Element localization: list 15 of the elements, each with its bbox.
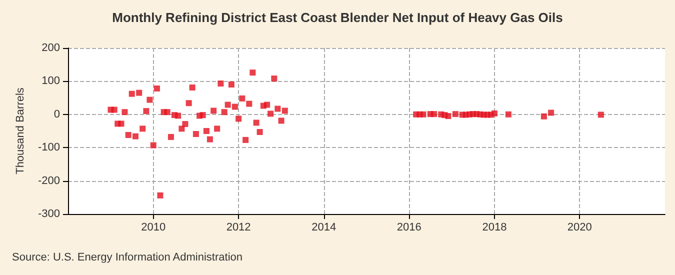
x-tick-label: 2018 — [482, 222, 507, 234]
source-note: Source: U.S. Energy Information Administration — [12, 252, 242, 264]
x-tick-label: 2010 — [141, 222, 166, 234]
y-tick-label: -100 — [38, 142, 60, 154]
y-tick-label: -300 — [38, 208, 60, 220]
y-tick-label: -200 — [38, 174, 60, 187]
chart-title: Monthly Refining District East Coast Blender Net Input of Heavy Gas Oils — [112, 10, 563, 25]
x-tick-label: 2014 — [312, 222, 336, 234]
y-tick-label: 200 — [42, 42, 60, 54]
y-tick-label: 100 — [42, 75, 60, 88]
y-axis-title: Thousand Barrels — [14, 87, 26, 174]
y-tick-label: 0 — [54, 108, 60, 120]
x-tick-label: 2020 — [567, 222, 592, 234]
x-tick-label: 2012 — [226, 222, 251, 234]
x-tick-label: 2016 — [396, 222, 422, 234]
